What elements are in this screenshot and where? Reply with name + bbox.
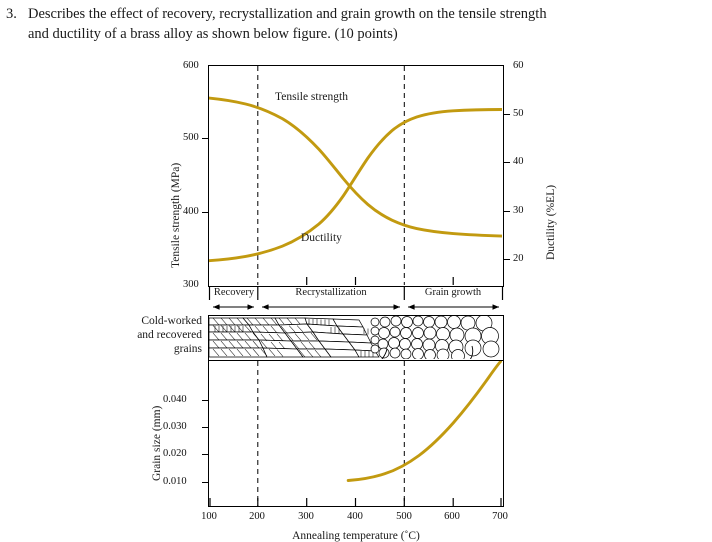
ytick-left-600: 600 <box>183 60 199 71</box>
ytick-mark-grain-0030 <box>202 427 209 429</box>
annotation-ductility: Ductility <box>301 232 342 244</box>
ytick-grain-0020: 0.020 <box>163 448 187 459</box>
ytick-grain-0030: 0.030 <box>163 421 187 432</box>
ytick-grain-0040: 0.040 <box>163 394 187 405</box>
region-label-recrystallization: Recrystallization <box>295 287 367 298</box>
ytick-mark-grain-0020 <box>202 454 209 456</box>
ytick-left-400: 400 <box>183 206 199 217</box>
new-grains-callout-lines <box>380 345 474 360</box>
question-line-1: Describes the effect of recovery, recrys… <box>28 6 547 22</box>
ytick-mark-left-400 <box>202 212 209 214</box>
figure-annealing-chart: 600 500 400 300 60 50 40 30 20 Tensile s… <box>0 52 712 542</box>
question-line-2: and ductility of a brass alloy as shown … <box>28 26 398 42</box>
ytick-mark-grain-0010 <box>202 482 209 484</box>
deformed-grains-group <box>209 317 380 358</box>
micrograph-left-label-line2: and recovered <box>137 329 202 341</box>
y-axis-title-grain-size: Grain size (mm) <box>151 405 163 481</box>
ytick-right-30: 30 <box>513 205 524 216</box>
region-band: Recovery Recrystallization Grain growth <box>208 287 504 310</box>
tensile-strength-curve <box>209 96 502 238</box>
ytick-mark-right-50 <box>503 114 510 116</box>
ytick-right-20: 20 <box>513 253 524 264</box>
micrograph-svg <box>209 316 500 360</box>
ytick-mark-right-30 <box>503 211 510 213</box>
question-text-block: 3. Describes the effect of recovery, rec… <box>0 0 712 44</box>
x-axis-title: Annealing temperature (˚C) <box>292 530 420 542</box>
bottom-plot-area <box>208 359 504 507</box>
top-plot-area <box>208 65 504 287</box>
ytick-mark-left-500 <box>202 138 209 140</box>
region-label-grain-growth: Grain growth <box>424 287 482 298</box>
ytick-left-300: 300 <box>183 279 199 290</box>
y-axis-title-right: Ductility (%EL) <box>545 184 557 260</box>
ductility-curve <box>209 108 502 263</box>
ytick-mark-right-40 <box>503 162 510 164</box>
ytick-right-60: 60 <box>513 60 524 71</box>
ytick-mark-grain-0040 <box>202 400 209 402</box>
top-plot-svg <box>209 66 502 285</box>
micrograph-left-label-line1: Cold-worked <box>141 315 202 327</box>
deformed-grain-hatching <box>212 317 374 358</box>
ytick-mark-right-20 <box>503 259 510 261</box>
region-band-svg <box>208 287 504 310</box>
new-equiaxed-grains-small <box>370 316 500 360</box>
ytick-grain-0010: 0.010 <box>163 476 187 487</box>
ytick-right-40: 40 <box>513 156 524 167</box>
region-label-recovery: Recovery <box>213 287 255 298</box>
question-number: 3. <box>6 6 17 22</box>
grain-size-curve <box>346 359 503 482</box>
micrograph-left-label-line3: grains <box>173 343 202 355</box>
micrograph-left-label: Cold-worked and recovered grains <box>60 314 202 356</box>
micrograph-band <box>208 315 504 361</box>
bottom-plot-svg <box>209 359 503 506</box>
y-axis-title-left: Tensile strength (MPa) <box>170 162 182 268</box>
ytick-right-50: 50 <box>513 108 524 119</box>
annotation-tensile-strength: Tensile strength <box>275 91 348 103</box>
ytick-left-500: 500 <box>183 132 199 143</box>
